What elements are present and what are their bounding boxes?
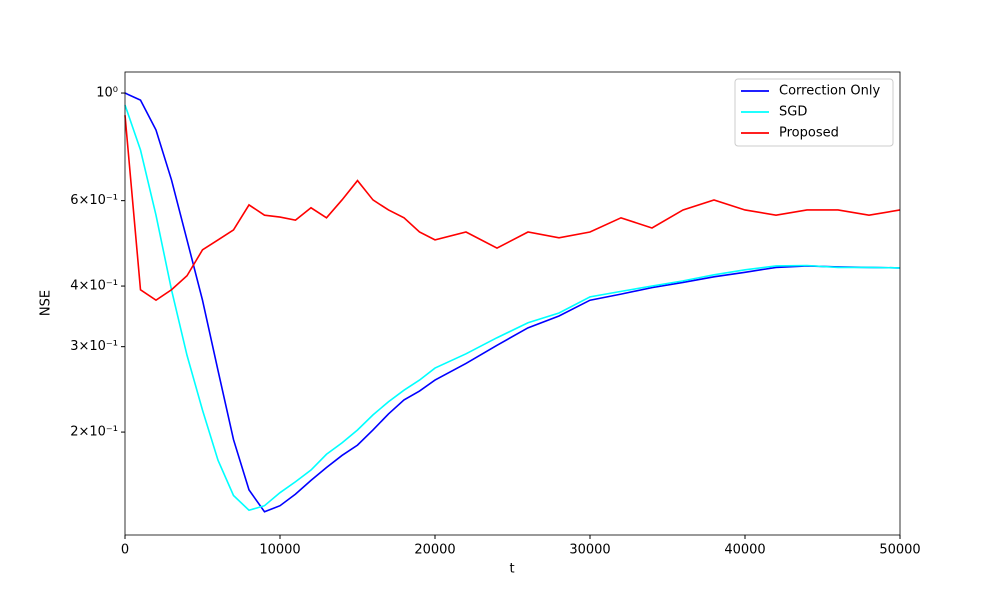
- y-tick-label: 6×10⁻¹: [70, 193, 118, 208]
- plot-frame: [124, 71, 901, 536]
- y-tick-label: 3×10⁻¹: [70, 339, 118, 354]
- legend-box: [734, 78, 894, 147]
- legend-label: Correction Only: [779, 84, 880, 99]
- x-tick-label: 20000: [414, 543, 455, 558]
- x-tick-label: 50000: [879, 543, 920, 558]
- y-tick-label: 4×10⁻¹: [70, 279, 118, 294]
- series-line: [124, 104, 901, 512]
- y-tick-label: 2×10⁻¹: [70, 425, 118, 440]
- x-tick-label: 10000: [259, 543, 300, 558]
- legend-label: SGD: [779, 105, 807, 120]
- series-line: [124, 115, 901, 302]
- series-line: [124, 92, 901, 513]
- x-tick-label: 0: [121, 543, 129, 558]
- x-tick-label: 40000: [724, 543, 765, 558]
- y-axis-label: NSE: [39, 290, 54, 316]
- y-tick-label: 10⁰: [96, 86, 118, 101]
- x-tick-label: 30000: [569, 543, 610, 558]
- x-axis-label: t: [509, 562, 514, 577]
- legend-label: Proposed: [779, 126, 839, 141]
